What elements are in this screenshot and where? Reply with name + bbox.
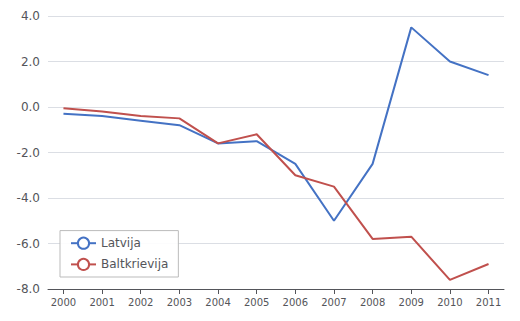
svg-text:2002: 2002	[128, 297, 153, 308]
svg-text:2009: 2009	[399, 297, 424, 308]
svg-text:-4.0: -4.0	[17, 191, 40, 205]
svg-text:Latvija: Latvija	[101, 236, 141, 250]
svg-text:2003: 2003	[167, 297, 192, 308]
svg-text:Baltkrievija: Baltkrievija	[101, 257, 168, 271]
svg-text:2000: 2000	[51, 297, 76, 308]
svg-text:2.0: 2.0	[21, 55, 40, 69]
svg-text:-6.0: -6.0	[17, 237, 40, 251]
svg-text:2004: 2004	[205, 297, 230, 308]
svg-text:4.0: 4.0	[21, 9, 40, 23]
svg-text:2010: 2010	[437, 297, 462, 308]
svg-text:2011: 2011	[476, 297, 501, 308]
svg-text:2008: 2008	[360, 297, 385, 308]
svg-text:-2.0: -2.0	[17, 146, 40, 160]
svg-text:2006: 2006	[283, 297, 308, 308]
svg-text:0.0: 0.0	[21, 100, 40, 114]
svg-text:2005: 2005	[244, 297, 269, 308]
svg-text:2001: 2001	[89, 297, 114, 308]
svg-text:-8.0: -8.0	[17, 282, 40, 296]
svg-text:2007: 2007	[321, 297, 346, 308]
